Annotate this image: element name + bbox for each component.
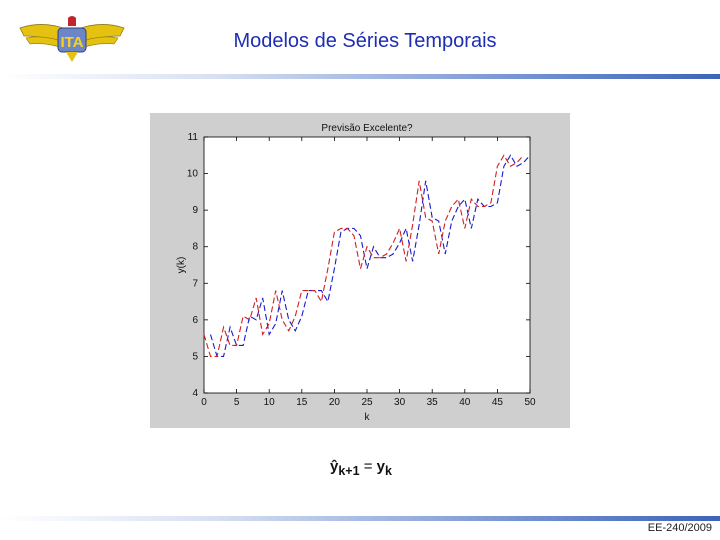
x-axis-label: k — [365, 412, 371, 423]
x-tick-label: 30 — [394, 397, 406, 408]
x-tick-label: 5 — [234, 397, 240, 408]
x-tick-label: 35 — [427, 397, 439, 408]
ita-logo: ITA — [19, 16, 125, 62]
plot-area — [203, 136, 531, 394]
slide-title: Modelos de Séries Temporais — [233, 30, 497, 52]
y-tick-label: 8 — [192, 242, 198, 253]
x-tick-label: 0 — [201, 397, 207, 408]
y-tick-label: 9 — [192, 205, 198, 216]
x-tick-label: 25 — [361, 397, 373, 408]
course-code: EE-240/2009 — [647, 522, 712, 534]
chart-figure: Previsão Excelente? k y(k) 0 5 10 15 20 25 30 3… — [150, 113, 570, 428]
series-line-1 — [209, 154, 531, 357]
x-tick-label: 45 — [492, 397, 504, 408]
y-tick-label: 4 — [192, 388, 198, 399]
x-tick-label: 20 — [329, 397, 341, 408]
y-tick-label: 11 — [188, 132, 199, 143]
forecast-formula: ŷk+1 = yk — [330, 458, 392, 478]
x-tick-label: 10 — [264, 397, 276, 408]
formula-equals: = — [363, 458, 373, 475]
y-tick-label: 5 — [192, 351, 198, 362]
chart-title: Previsão Excelente? — [321, 123, 413, 134]
header-divider — [0, 74, 720, 79]
formula-lhs-sub: k+1 — [338, 464, 360, 478]
formula-lhs: ŷ — [330, 458, 339, 475]
formula-rhs: y — [376, 458, 386, 475]
y-axis-label: y(k) — [176, 257, 187, 274]
x-tick-label: 40 — [459, 397, 471, 408]
series-line-2 — [203, 154, 524, 357]
footer-divider — [0, 516, 720, 521]
x-tick-label: 50 — [524, 397, 536, 408]
formula-rhs-sub: k — [385, 464, 392, 478]
y-tick-label: 10 — [187, 169, 199, 180]
line-chart: Previsão Excelente? k y(k) 0 5 10 15 20 25 30 3… — [176, 123, 536, 423]
x-tick-label: 15 — [296, 397, 308, 408]
y-tick-label: 6 — [192, 315, 198, 326]
logo-text: ITA — [60, 34, 83, 51]
y-tick-label: 7 — [192, 278, 198, 289]
